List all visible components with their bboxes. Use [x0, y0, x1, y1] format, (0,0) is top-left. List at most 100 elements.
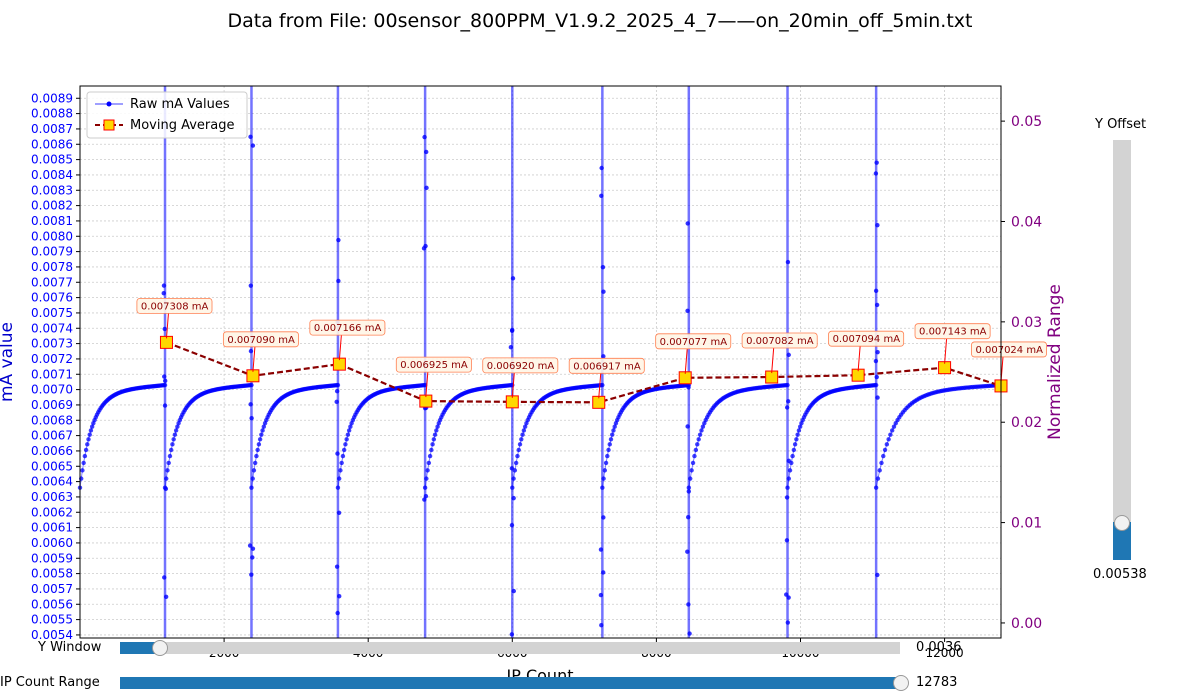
raw-spike-point — [599, 623, 604, 628]
raw-spike-point — [248, 348, 254, 354]
raw-spike-point — [510, 327, 515, 333]
y-tick-label: 0.0070 — [31, 383, 73, 397]
y-tick-label: 0.0082 — [31, 199, 73, 213]
y-offset-slider-handle[interactable] — [1114, 515, 1130, 532]
raw-data-point — [82, 453, 88, 459]
raw-spike-point — [601, 515, 606, 520]
raw-spike-point — [784, 592, 789, 597]
annotation-box — [828, 330, 905, 347]
raw-spike-point — [334, 399, 339, 405]
annotation-label: 0.007094 mA — [833, 334, 901, 345]
raw-spike-point — [250, 546, 256, 551]
raw-data-point — [516, 447, 521, 453]
raw-data-point — [255, 447, 260, 453]
raw-series-line — [787, 384, 877, 488]
raw-data-point — [612, 424, 617, 429]
raw-data-point — [888, 432, 893, 437]
raw-spike-point — [785, 259, 791, 265]
y-tick-label: 0.0071 — [31, 367, 73, 381]
ip-range-value: 12783 — [916, 675, 958, 690]
y-window-slider-handle[interactable] — [152, 640, 168, 656]
raw-data-point — [86, 437, 91, 442]
y-tick-label: 0.0085 — [31, 153, 73, 167]
annotation-box — [914, 323, 991, 340]
y-tick-label: 0.0054 — [31, 628, 73, 642]
raw-data-point — [881, 453, 886, 459]
raw-spike-point — [509, 632, 515, 637]
y-axis-label: mA value — [0, 322, 17, 402]
raw-spike-point — [511, 495, 516, 501]
raw-data-point — [172, 432, 178, 437]
raw-spike-point — [248, 134, 253, 140]
raw-data-point — [692, 453, 697, 459]
y-tick-label: 0.0067 — [31, 429, 73, 443]
raw-spike-point — [335, 451, 340, 456]
annotation-box — [136, 297, 213, 314]
raw-data-point — [697, 432, 703, 437]
raw-data-point — [80, 468, 85, 473]
raw-spike-point — [249, 572, 254, 577]
raw-spike-point — [250, 143, 256, 148]
annotation-arrow — [511, 372, 515, 398]
raw-series-line — [250, 384, 338, 488]
raw-spike-point — [336, 237, 341, 243]
ip-range-slider-fill — [120, 677, 900, 689]
raw-spike-point — [336, 278, 341, 284]
raw-spike-point — [250, 555, 255, 560]
raw-data-point — [515, 453, 520, 459]
raw-data-point — [430, 442, 435, 447]
y-window-slider[interactable] — [120, 640, 900, 656]
y-tick-label: 0.0055 — [31, 613, 73, 627]
annotation-box — [741, 332, 818, 349]
raw-spike-point — [686, 489, 691, 494]
raw-data-point — [341, 447, 347, 453]
raw-spike-point — [509, 522, 515, 528]
raw-data-point — [429, 447, 434, 453]
y-tick-label: 0.0087 — [31, 122, 73, 136]
raw-spike-point — [161, 283, 167, 288]
raw-data-point — [173, 428, 179, 433]
raw-spike-point — [784, 495, 790, 500]
annotation-arrow — [684, 348, 688, 374]
raw-spike-point — [162, 326, 167, 332]
raw-data-point — [259, 432, 264, 437]
raw-spike-point — [423, 149, 429, 155]
raw-data-point — [340, 453, 346, 459]
y-tick-label: 0.0060 — [31, 536, 73, 550]
raw-data-point — [87, 432, 92, 437]
ip-range-slider-handle[interactable] — [893, 675, 909, 691]
raw-data-point — [690, 460, 696, 466]
raw-data-point — [602, 468, 608, 473]
raw-spike-point — [786, 458, 792, 464]
y-offset-slider[interactable] — [1113, 140, 1131, 560]
annotation-arrow — [425, 372, 429, 398]
raw-data-point — [252, 460, 258, 466]
raw-spike-point — [687, 631, 692, 636]
raw-spike-point — [686, 515, 691, 520]
raw-spike-point — [601, 289, 606, 294]
raw-data-point — [791, 447, 797, 453]
raw-spike-point — [162, 403, 168, 408]
ip-range-slider[interactable] — [120, 675, 909, 691]
y-tick-label: 0.0065 — [31, 459, 73, 473]
legend-raw-label: Raw mA Values — [130, 97, 230, 112]
y-tick-label: 0.0083 — [31, 183, 73, 197]
y-tick-label: 0.0068 — [31, 413, 73, 427]
raw-spike-point — [685, 308, 690, 313]
raw-spike-point — [685, 424, 690, 429]
raw-data-point — [607, 442, 612, 447]
raw-spike-point — [162, 575, 167, 580]
raw-data-point — [88, 428, 94, 433]
raw-spike-point — [335, 610, 340, 616]
raw-data-point — [884, 442, 890, 447]
raw-series-line — [164, 384, 252, 488]
annotation-arrow — [598, 373, 602, 399]
raw-spike-point — [875, 222, 880, 228]
raw-spike-point — [685, 221, 690, 226]
raw-data-point — [256, 442, 262, 447]
raw-data-point — [795, 432, 800, 437]
annotation-arrow — [857, 346, 861, 372]
y-tick-label: 0.0081 — [31, 214, 73, 228]
raw-data-point — [877, 468, 882, 473]
raw-data-point — [346, 428, 352, 433]
